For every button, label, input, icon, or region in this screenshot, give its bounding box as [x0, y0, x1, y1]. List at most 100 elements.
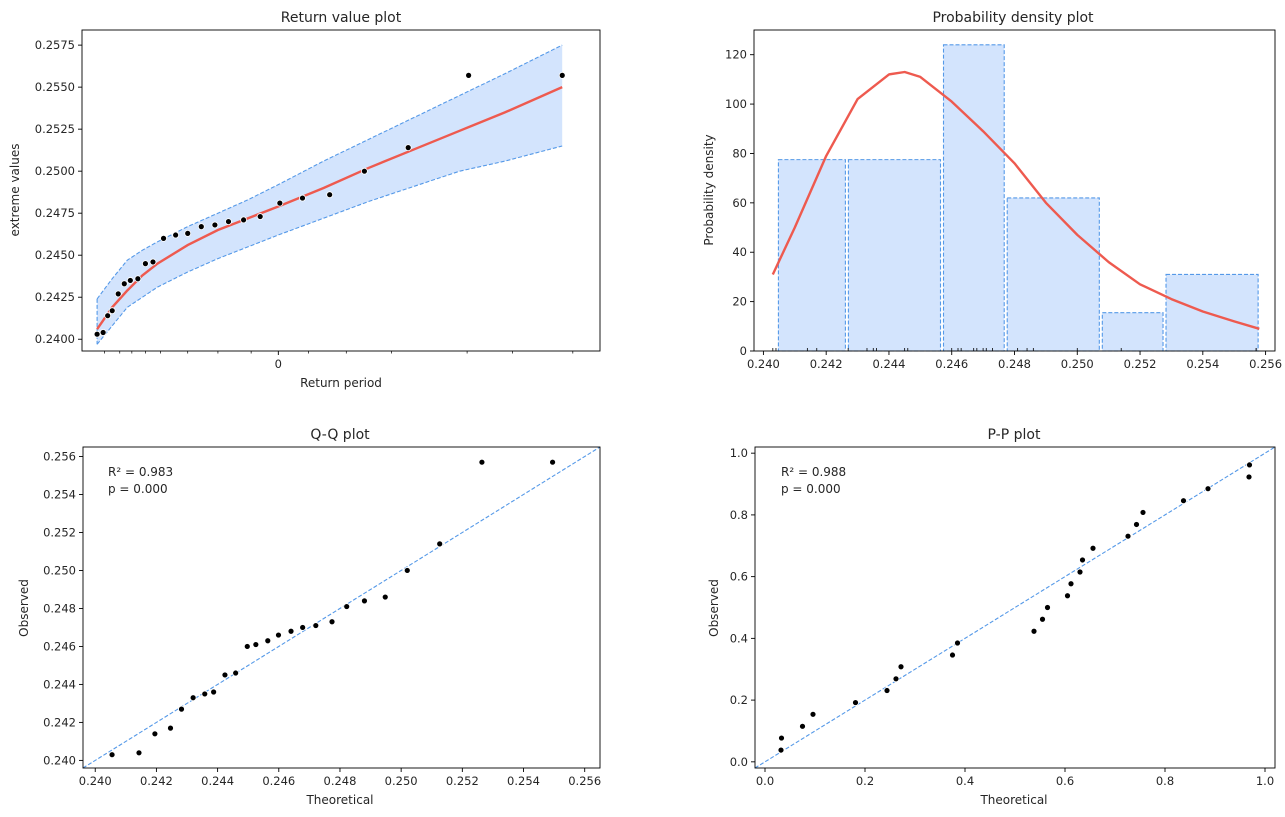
return-plot-title: Return value plot — [281, 10, 402, 26]
pp-data-point — [1044, 604, 1051, 611]
pp-data-point — [799, 722, 806, 730]
qq-data-point — [287, 627, 295, 635]
qq-r-squared: R² = 0.983 — [108, 465, 173, 479]
qq-y-tick-label: 0.240 — [43, 753, 76, 767]
qq-y-tick-label: 0.242 — [43, 715, 76, 729]
pdf-plot-title: Probability density plot — [932, 10, 1094, 26]
pdf-histogram-bar — [847, 159, 942, 352]
pp-x-tick-label: 0.0 — [756, 774, 774, 788]
return-data-point — [197, 223, 205, 231]
return-data-point — [126, 277, 134, 284]
qq-x-tick-label: 0.252 — [446, 774, 479, 788]
pdf-y-tick-label: 0 — [740, 344, 747, 358]
pdf-x-tick-label: 0.252 — [1124, 357, 1157, 371]
pdf-x-tick-label: 0.256 — [1249, 357, 1282, 371]
qq-x-tick-label: 0.242 — [140, 774, 173, 788]
return-data-point — [108, 307, 116, 315]
pp-x-tick-label: 0.6 — [1056, 774, 1074, 788]
pp-data-point — [1039, 615, 1046, 623]
qq-data-point — [549, 458, 556, 466]
pp-y-axis-label: Observed — [707, 579, 721, 637]
pdf-x-tick-label: 0.244 — [872, 357, 905, 371]
pp-x-tick-label: 0.4 — [956, 774, 974, 788]
pdf-y-tick-label: 80 — [732, 146, 747, 160]
qq-x-tick-label: 0.256 — [568, 774, 601, 788]
qq-x-tick-label: 0.240 — [79, 774, 112, 788]
return-data-point — [114, 290, 122, 298]
return-data-point — [326, 191, 334, 199]
return-y-tick-label: 0.2475 — [35, 206, 75, 220]
pdf-histogram-bar — [777, 159, 846, 352]
return-data-point — [172, 231, 180, 239]
pp-data-point — [949, 651, 956, 659]
qq-data-point — [343, 603, 351, 610]
pp-x-axis-label: Theoretical — [979, 793, 1047, 807]
qq-data-point — [361, 597, 368, 605]
return-value-panel: Return value plot Return period extreme … — [8, 10, 601, 390]
pp-x-tick-label: 0.8 — [1156, 774, 1174, 788]
pp-data-point — [1245, 473, 1253, 481]
pp-data-point — [1089, 544, 1097, 552]
qq-data-point — [232, 669, 240, 677]
pp-data-point — [954, 639, 961, 647]
pp-data-point — [1079, 556, 1086, 564]
pp-r-squared: R² = 0.988 — [781, 465, 846, 479]
qq-x-tick-label: 0.250 — [385, 774, 418, 788]
return-data-point — [299, 194, 306, 202]
qq-reference-line — [82, 446, 601, 769]
return-data-point — [465, 71, 473, 79]
pdf-histogram-bar — [942, 44, 1005, 352]
pp-data-point — [1064, 592, 1071, 600]
qq-data-point — [151, 730, 159, 738]
return-y-tick-label: 0.2500 — [35, 164, 75, 178]
qq-data-point — [436, 540, 444, 548]
pdf-histogram-bar — [1006, 197, 1100, 352]
qq-x-tick-label: 0.244 — [201, 774, 234, 788]
return-lower-bound-line — [96, 145, 563, 345]
pp-p-value: p = 0.000 — [781, 482, 841, 496]
pdf-y-axis-label: Probability density — [702, 134, 716, 245]
return-data-point — [160, 234, 167, 242]
return-data-point — [276, 199, 284, 207]
qq-data-point — [210, 688, 218, 696]
return-x-tick-label: 0 — [275, 357, 282, 371]
pp-data-point — [1133, 521, 1140, 528]
return-data-point — [225, 218, 232, 225]
qq-y-tick-label: 0.252 — [43, 525, 76, 539]
qq-data-point — [167, 724, 174, 732]
pdf-y-tick-label: 60 — [732, 196, 747, 210]
pdf-histogram-bar — [1165, 273, 1259, 352]
return-data-point — [134, 275, 142, 283]
qq-y-tick-label: 0.246 — [43, 639, 76, 653]
qq-y-tick-label: 0.256 — [43, 449, 76, 463]
pdf-x-tick-label: 0.246 — [935, 357, 968, 371]
pp-data-point — [892, 675, 900, 683]
return-data-point — [99, 329, 107, 336]
return-data-point — [256, 213, 264, 220]
return-y-tick-label: 0.2400 — [35, 332, 75, 346]
pp-data-point — [777, 746, 785, 754]
return-data-point — [120, 280, 128, 288]
qq-data-point — [478, 458, 486, 466]
qq-data-point — [201, 690, 209, 698]
pdf-histogram-bar — [1101, 312, 1164, 352]
return-y-tick-label: 0.2425 — [35, 290, 75, 304]
qq-data-point — [178, 705, 185, 713]
qq-p-value: p = 0.000 — [108, 482, 168, 496]
qq-data-point — [243, 643, 251, 650]
probability-density-panel: Probability density plot Probability den… — [702, 10, 1282, 371]
pp-x-tick-label: 1.0 — [1256, 774, 1274, 788]
pp-y-tick-label: 0.6 — [730, 570, 748, 584]
pp-data-point — [1124, 532, 1132, 540]
pp-x-tick-label: 0.2 — [856, 774, 874, 788]
return-y-tick-label: 0.2450 — [35, 248, 75, 262]
pdf-y-tick-label: 120 — [725, 48, 747, 62]
return-data-point — [361, 167, 368, 175]
return-data-point — [149, 258, 157, 266]
qq-data-point — [108, 751, 116, 759]
qq-y-tick-label: 0.250 — [43, 563, 76, 577]
qq-y-tick-label: 0.248 — [43, 601, 76, 615]
pp-data-point — [1180, 497, 1187, 505]
return-data-point — [184, 229, 192, 237]
